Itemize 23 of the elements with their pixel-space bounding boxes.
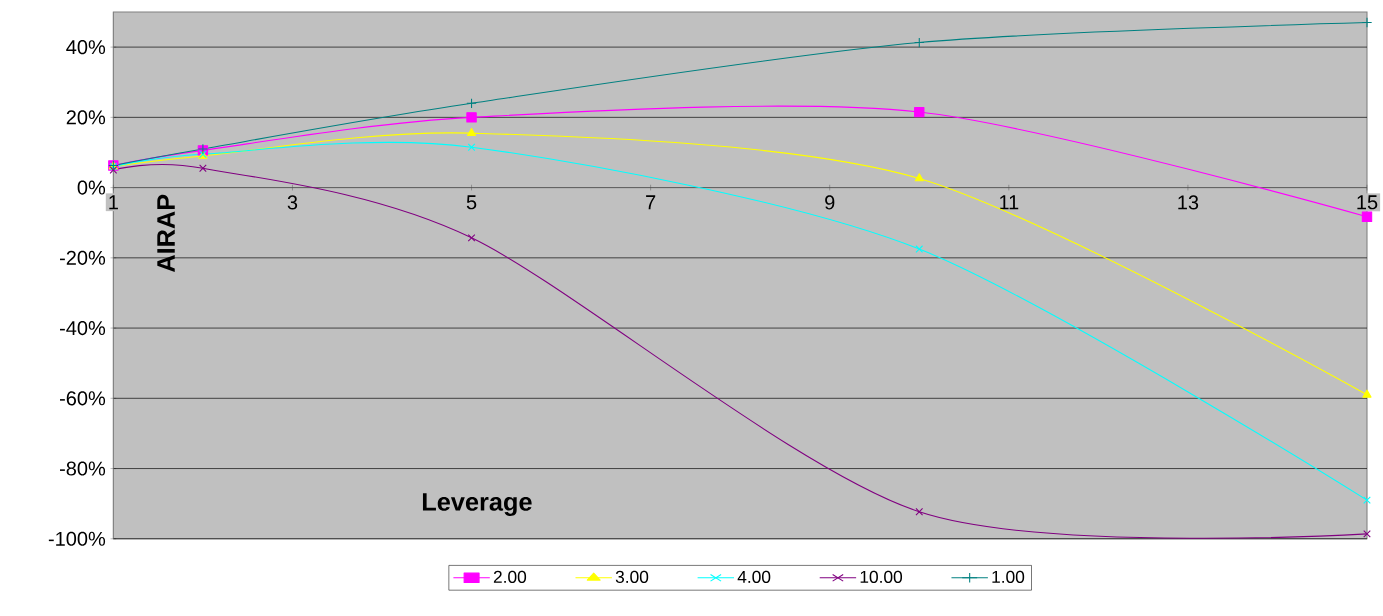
x-tick-label: 15 [1357, 195, 1378, 210]
y-tick-label: -80% [59, 461, 106, 476]
legend-label: 1.00 [992, 570, 1025, 583]
y-tick-label: -60% [59, 391, 106, 406]
legend-label: 4.00 [737, 570, 771, 583]
x-tick-label: 7 [646, 195, 656, 210]
legend-label: 10.00 [860, 570, 903, 583]
x-tick-label: 1 [109, 195, 118, 210]
x-tick-label: 3 [287, 195, 298, 210]
x-tick-label: 5 [466, 195, 477, 210]
x-tick-label: 9 [825, 195, 835, 210]
x-axis-title: Leverage [422, 493, 532, 516]
y-tick-label: 20% [66, 110, 106, 125]
x-tick-label: 13 [1178, 195, 1199, 210]
y-tick-label: -20% [59, 250, 106, 265]
legend-label: 2.00 [493, 570, 527, 583]
y-axis-title: AIRAP [157, 194, 175, 272]
y-tick-label: 0% [77, 180, 106, 195]
y-tick-label: -40% [59, 320, 106, 336]
y-tick-label: -100% [48, 531, 106, 546]
x-tick-label: 11 [999, 195, 1019, 210]
y-tick-label: 40% [66, 39, 106, 55]
legend-label: 3.00 [615, 570, 649, 583]
